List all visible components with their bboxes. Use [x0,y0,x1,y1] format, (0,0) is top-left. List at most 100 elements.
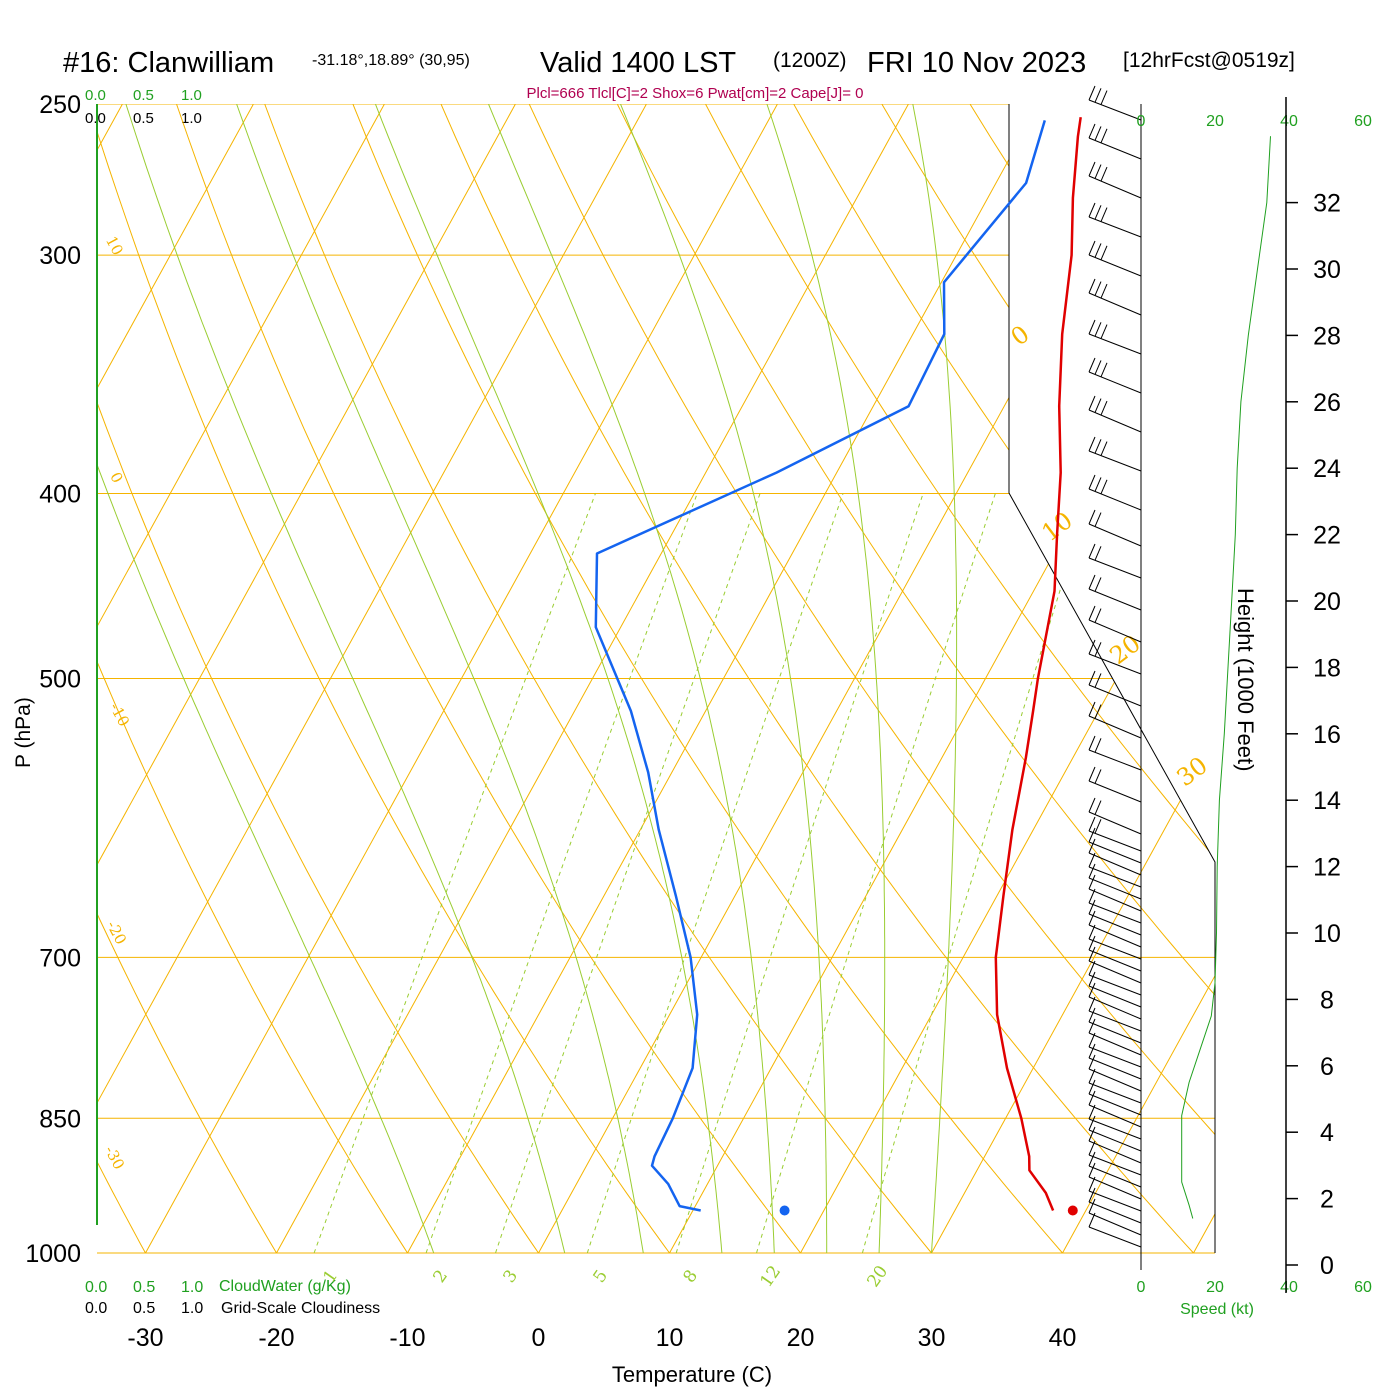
wind-barb-feather [1088,123,1096,139]
wind-barb-feather [1088,1162,1096,1178]
mixing-ratio-label: 2 [430,1266,453,1286]
wind-barb-feather [1088,874,1096,890]
isotherm-label: -10 [106,700,133,730]
wind-barb-staff [1088,1190,1142,1212]
temperature-tick-label: 20 [787,1324,815,1352]
wind-barb-feather [1088,1043,1096,1059]
isotherm-line [97,104,254,1254]
wind-barb-feather [1088,1126,1096,1142]
wind-barb-staff [1088,924,1142,948]
wind-barb-feather [1094,642,1102,657]
height-tick-label: 6 [1320,1053,1334,1081]
svg-text:0.0: 0.0 [85,1300,107,1317]
wind-barb-staff [1088,715,1142,739]
wind-barb-feather [1088,996,1096,1012]
wind-barb-feather [1088,1151,1096,1167]
svg-text:0.0: 0.0 [85,87,106,104]
wind-barb-staff [1088,254,1142,277]
wind-barb-feather [1094,322,1102,337]
height-tick-label: 28 [1313,322,1341,350]
dry-adiabat-line [97,104,408,1254]
mixing-ratio-line [675,493,924,1254]
plot-right-boundary [1008,104,1216,1253]
mixing-ratio-label: 20 [863,1262,892,1291]
cloudiness-title: Grid-Scale Cloudiness [221,1300,380,1317]
wind-barb-staff [1088,852,1142,876]
temperature-tick-label: 0 [532,1324,546,1352]
wind-barb-staff [1088,985,1142,1008]
wind-barb-staff [1088,902,1142,924]
wind-barb-staff [1088,938,1142,960]
wind-barb-feather [1094,439,1102,454]
wind-barb-feather [1094,398,1102,413]
wind-barb-feather [1088,827,1096,843]
wind-barb-staff [1088,996,1142,1020]
wind-barb-feather [1088,888,1096,904]
isotherm-label: -30 [101,1143,128,1173]
wind-barbs [1088,85,1142,1248]
height-tick-label: 32 [1313,190,1341,218]
temperature-tick-label: -30 [127,1324,163,1352]
wind-barb-staff [1088,619,1142,643]
wind-barb-feather [1088,982,1096,998]
isotherm-line [407,104,1040,1254]
wind-barb-feather [1088,1176,1096,1192]
dry-adiabat-line [616,104,1215,1254]
svg-text:1.0: 1.0 [181,87,202,104]
wind-barb-staff [1088,1154,1142,1176]
wind-barb-staff [1088,960,1142,984]
wind-barb-staff [1088,488,1142,511]
wind-speed-profile [1181,136,1271,1219]
height-tick-label: 10 [1313,920,1341,948]
wind-barb-feather [1100,166,1108,182]
height-tick-label: 18 [1313,654,1341,682]
svg-text:1.0: 1.0 [181,1279,203,1296]
wind-barb-staff [1088,371,1142,394]
dry-adiabat-line [97,104,670,1254]
wind-barb-staff [1088,292,1142,316]
cloudiness-scale-top: 0.0 0.5 1.0 [85,110,202,127]
isotherm-line [97,104,647,1254]
wind-barb-staff [1088,1010,1142,1032]
wind-barb-staff [1088,175,1142,199]
wind-barb-staff [1088,137,1142,160]
mixing-ratio-label: 3 [500,1266,523,1286]
wind-speed-line [1181,136,1271,1219]
wind-barb-feather [1088,574,1096,590]
wind-barb-feather [1088,1187,1096,1203]
wind-barb-feather [1088,735,1096,751]
svg-text:1.0: 1.0 [181,1300,203,1317]
isotherm-label: 0 [106,469,126,486]
wind-barb-feather [1088,797,1096,813]
wind-barb-staff [1088,1212,1142,1236]
isotherm-line [97,104,385,1254]
wind-barb-staff [1088,830,1142,852]
wind-barb-feather [1100,90,1108,105]
isotherm-line [276,104,909,1254]
isotherm-line [931,104,1215,1254]
wind-barb-feather [1094,704,1102,719]
wind-barb-feather [1088,357,1096,373]
pressure-tick-label: 400 [39,481,81,509]
wind-barb-feather [1088,863,1096,879]
wind-barb-feather [1088,509,1096,525]
height-tick-label: 20 [1313,588,1341,616]
speed-tick-label: 20 [1206,1279,1224,1296]
height-tick-label: 4 [1320,1119,1334,1147]
height-tick-label: 14 [1313,787,1341,815]
pressure-axis-title: P (hPa) [12,697,35,768]
dry-adiabat-line [705,104,1215,1254]
speed-tick-label: 60 [1354,1279,1372,1296]
wind-barb-feather [1088,910,1096,926]
wind-barb-feather [1088,202,1096,218]
wind-barb-feather [1088,543,1096,559]
wind-barb-staff [1088,1068,1142,1092]
wind-barb-feather [1088,639,1096,655]
svg-text:1.0: 1.0 [181,110,202,127]
wind-barb-feather [1088,701,1096,717]
mixing-ratio-line [861,493,1091,1254]
wind-barb-feather [1094,673,1102,688]
mixing-ratio-line [586,493,844,1254]
height-tick-label: 24 [1313,455,1341,483]
svg-text:0.5: 0.5 [133,1279,155,1296]
